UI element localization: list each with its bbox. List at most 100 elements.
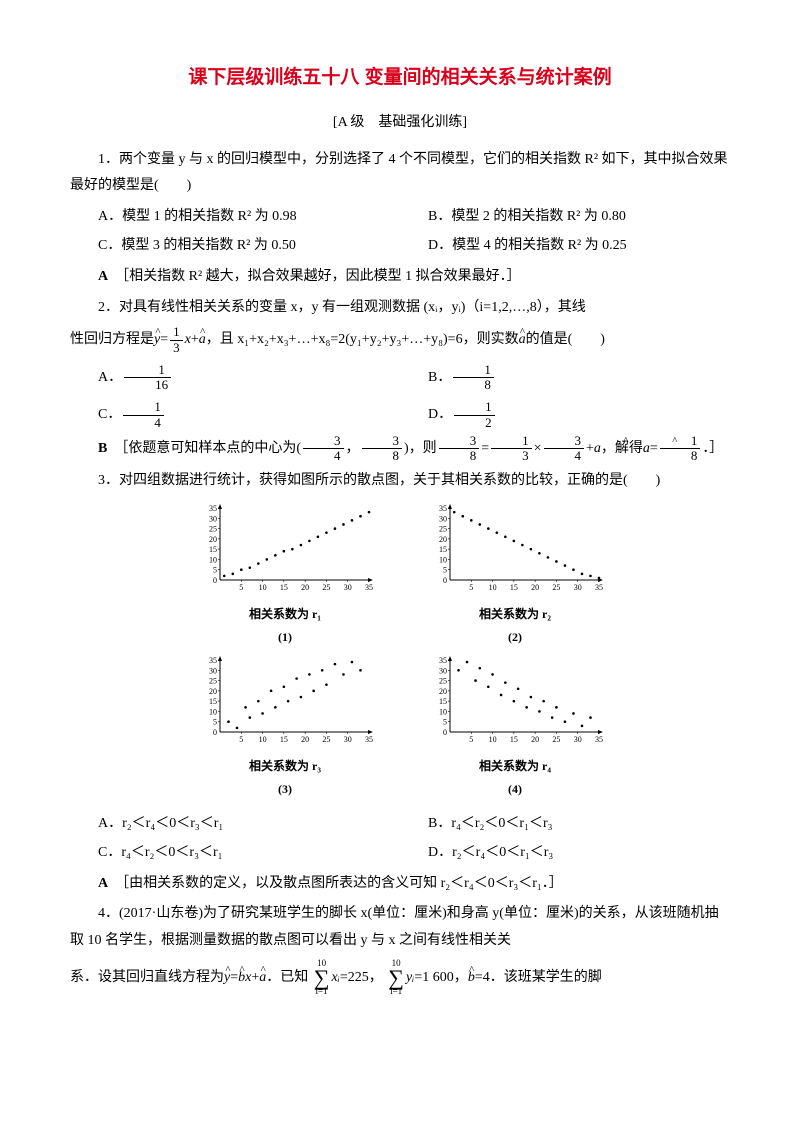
svg-text:20: 20 — [439, 535, 447, 544]
q2-answer: B ［依题意可知样本点的中心为(34，38)，则38=13×34+a，解得a=1… — [70, 434, 730, 464]
q1-opt-a: A．模型 1 的相关指数 R² 为 0.98 — [70, 204, 400, 231]
q2-opt-d: D．12 — [400, 400, 730, 430]
svg-text:20: 20 — [301, 735, 309, 744]
svg-text:35: 35 — [595, 735, 603, 744]
svg-text:5: 5 — [443, 718, 447, 727]
q1-opt-b: B．模型 2 的相关指数 R² 为 0.80 — [400, 204, 730, 231]
q2-opt-b: B．18 — [400, 363, 730, 393]
svg-text:20: 20 — [531, 583, 539, 592]
q4-stem-d: =225， — [340, 970, 383, 985]
svg-text:10: 10 — [439, 556, 447, 565]
frac-den: 16 — [124, 378, 171, 392]
frac-den: 3 — [491, 449, 532, 463]
svg-text:25: 25 — [322, 583, 330, 592]
scatter-svg-1: 510152025303505101520253035 — [198, 504, 373, 594]
frac-den: 4 — [123, 416, 164, 430]
svg-text:5: 5 — [469, 583, 473, 592]
svg-text:25: 25 — [439, 677, 447, 686]
scatter-label-4: 相关系数为 r₄ — [415, 755, 615, 778]
frac-den: 2 — [454, 416, 495, 430]
q2-stem-d: 的值是( ) — [526, 332, 605, 347]
frac-den: 8 — [362, 449, 403, 463]
frac-num: 1 — [491, 434, 532, 449]
opt-label: B． — [428, 370, 451, 385]
frac-num: 3 — [303, 434, 344, 449]
svg-text:25: 25 — [439, 525, 447, 534]
q1-answer-label: A — [98, 269, 108, 284]
svg-text:20: 20 — [209, 687, 217, 696]
svg-text:10: 10 — [258, 583, 266, 592]
svg-text:35: 35 — [209, 504, 217, 513]
svg-text:25: 25 — [209, 677, 217, 686]
svg-text:35: 35 — [595, 583, 603, 592]
q2-stem-c: ，且 x₁+x₂+x₃+…+x₈=2(y₁+y₂+y₃+…+y₈)=6，则实数 — [206, 332, 519, 347]
frac-den: 4 — [544, 449, 585, 463]
svg-text:10: 10 — [439, 708, 447, 717]
svg-text:15: 15 — [509, 583, 517, 592]
svg-text:30: 30 — [209, 515, 217, 524]
opt-label: C． — [98, 407, 121, 422]
sigma-icon: 10∑i=1 — [314, 959, 330, 997]
q4-stem-line2: 系．设其回归直线方程为y=bx+a．已知 10∑i=1xᵢ=225， 10∑i=… — [70, 959, 730, 997]
q3-answer: A ［由相关系数的定义，以及散点图所表达的含义可知 r₂＜r₄＜0＜r₃＜r₁．… — [70, 871, 730, 898]
svg-text:10: 10 — [209, 556, 217, 565]
sigma-body: xᵢ — [331, 970, 339, 985]
q1-stem: 1．两个变量 y 与 x 的回归模型中，分别选择了 4 个不同模型，它们的相关指… — [70, 147, 730, 200]
frac-num: 3 — [362, 434, 403, 449]
q4-stem-b: 系．设其回归直线方程为 — [70, 970, 224, 985]
q1-answer: A ［相关指数 R² 越大，拟合效果越好，因此模型 1 拟合效果最好．］ — [70, 264, 730, 291]
frac-den: 8 — [439, 449, 480, 463]
scatter-svg-2: 510152025303505101520253035 — [428, 504, 603, 594]
svg-text:5: 5 — [239, 583, 243, 592]
q4-stem-f: =4．该班某学生的脚 — [475, 970, 602, 985]
sigma-bot: i=1 — [388, 987, 404, 996]
scatter-num-3: (3) — [185, 778, 385, 801]
svg-text:20: 20 — [439, 687, 447, 696]
svg-text:25: 25 — [552, 583, 560, 592]
scatter-2: 510152025303505101520253035 相关系数为 r₂ (2) — [415, 504, 615, 648]
svg-text:0: 0 — [213, 576, 217, 585]
q3-opt-b: B．r₄＜r₂＜0＜r₁＜r₃ — [400, 811, 730, 838]
svg-text:20: 20 — [209, 535, 217, 544]
q2-opt-a: A．116 — [70, 363, 400, 393]
q3-opt-a: A．r₂＜r₄＜0＜r₃＜r₁ — [70, 811, 400, 838]
level-subtitle: [A 级 基础强化训练] — [70, 110, 730, 137]
svg-text:15: 15 — [279, 735, 287, 744]
svg-text:15: 15 — [209, 698, 217, 707]
svg-text:15: 15 — [439, 698, 447, 707]
sigma-icon: 10∑i=1 — [388, 959, 404, 997]
scatter-1: 510152025303505101520253035 相关系数为 r₁ (1) — [185, 504, 385, 648]
scatter-4: 510152025303505101520253035 相关系数为 r₄ (4) — [415, 656, 615, 800]
frac-num: 1 — [170, 325, 183, 340]
page-title: 课下层级训练五十八 变量间的相关关系与统计案例 — [70, 60, 730, 96]
opt-label: A． — [98, 370, 122, 385]
svg-text:30: 30 — [343, 735, 351, 744]
scatter-num-1: (1) — [185, 626, 385, 649]
frac-den: 4 — [303, 449, 344, 463]
frac-num: 3 — [439, 434, 480, 449]
svg-text:0: 0 — [443, 576, 447, 585]
svg-text:35: 35 — [365, 583, 373, 592]
svg-text:25: 25 — [322, 735, 330, 744]
svg-text:0: 0 — [213, 728, 217, 737]
frac-num: 1 — [453, 363, 494, 378]
svg-text:5: 5 — [443, 566, 447, 575]
q1-opt-c: C．模型 3 的相关指数 R² 为 0.50 — [70, 233, 400, 260]
q2-ans-a: ［依题意可知样本点的中心为 — [121, 441, 296, 456]
scatter-num-2: (2) — [415, 626, 615, 649]
q4-stem-c: ．已知 — [266, 970, 308, 985]
q1-answer-text: ［相关指数 R² 越大，拟合效果越好，因此模型 1 拟合效果最好．］ — [122, 269, 521, 284]
svg-text:30: 30 — [209, 667, 217, 676]
svg-text:30: 30 — [439, 515, 447, 524]
scatter-svg-3: 510152025303505101520253035 — [198, 656, 373, 746]
opt-label: D． — [428, 407, 452, 422]
scatter-label-2: 相关系数为 r₂ — [415, 603, 615, 626]
frac-num: 1 — [123, 400, 164, 415]
svg-text:15: 15 — [439, 545, 447, 554]
svg-text:10: 10 — [258, 735, 266, 744]
svg-text:5: 5 — [213, 718, 217, 727]
svg-text:10: 10 — [488, 583, 496, 592]
svg-text:15: 15 — [509, 735, 517, 744]
q2-ans-b: ，则 — [409, 441, 437, 456]
svg-text:15: 15 — [209, 545, 217, 554]
